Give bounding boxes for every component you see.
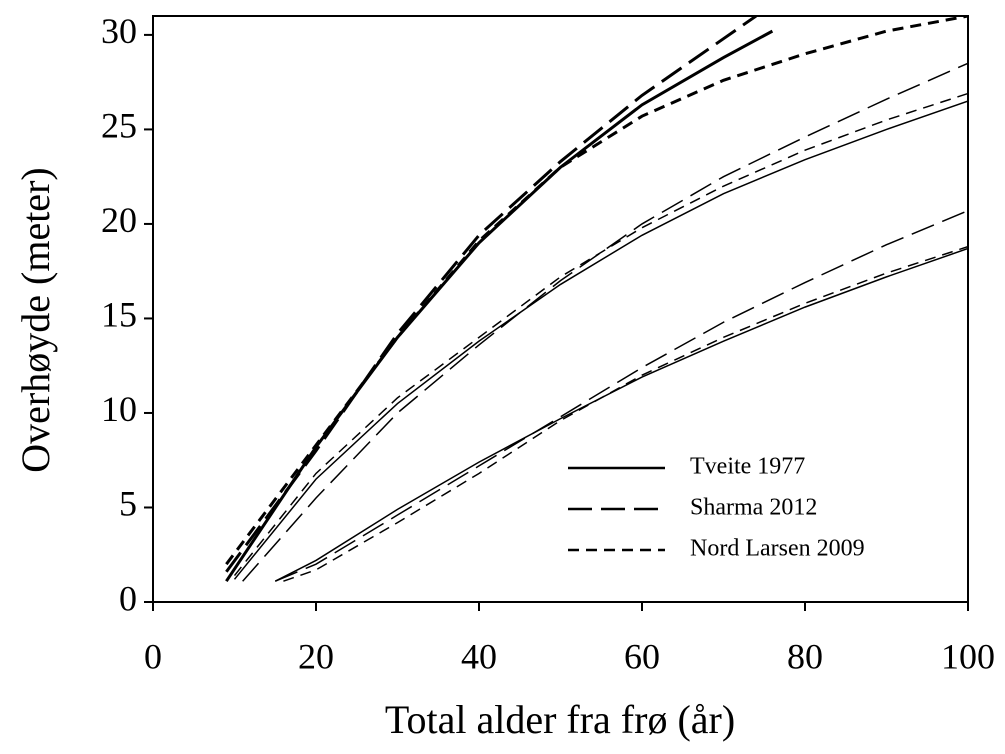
series-line [233, 92, 968, 577]
y-tick-label: 30 [101, 11, 137, 51]
x-tick-label: 0 [144, 636, 162, 676]
y-axis-label: Overhøyde (meter) [13, 167, 58, 472]
x-tick-label: 20 [298, 636, 334, 676]
y-tick-label: 15 [101, 295, 137, 335]
plot-frame [152, 15, 969, 603]
y-tick-label: 20 [101, 200, 137, 240]
series-line [225, 16, 757, 573]
series-line [283, 245, 968, 582]
x-tick-label: 40 [461, 636, 497, 676]
y-tick-label: 10 [101, 389, 137, 429]
y-tick-label: 0 [119, 578, 137, 618]
x-tick-label: 100 [941, 636, 995, 676]
y-tick-label: 25 [101, 106, 137, 146]
legend-label: Tveite 1977 [690, 454, 805, 480]
legend-label: Nord Larsen 2009 [690, 536, 865, 562]
x-axis-label: Total alder fra frø (år) [385, 697, 735, 742]
series-line [233, 100, 968, 580]
x-tick-label: 80 [787, 636, 823, 676]
series-line [225, 16, 968, 566]
y-tick-label: 5 [119, 484, 137, 524]
x-tick-label: 60 [624, 636, 660, 676]
legend-label: Sharma 2012 [690, 495, 817, 521]
series-line [242, 62, 968, 582]
series-line [274, 210, 968, 582]
